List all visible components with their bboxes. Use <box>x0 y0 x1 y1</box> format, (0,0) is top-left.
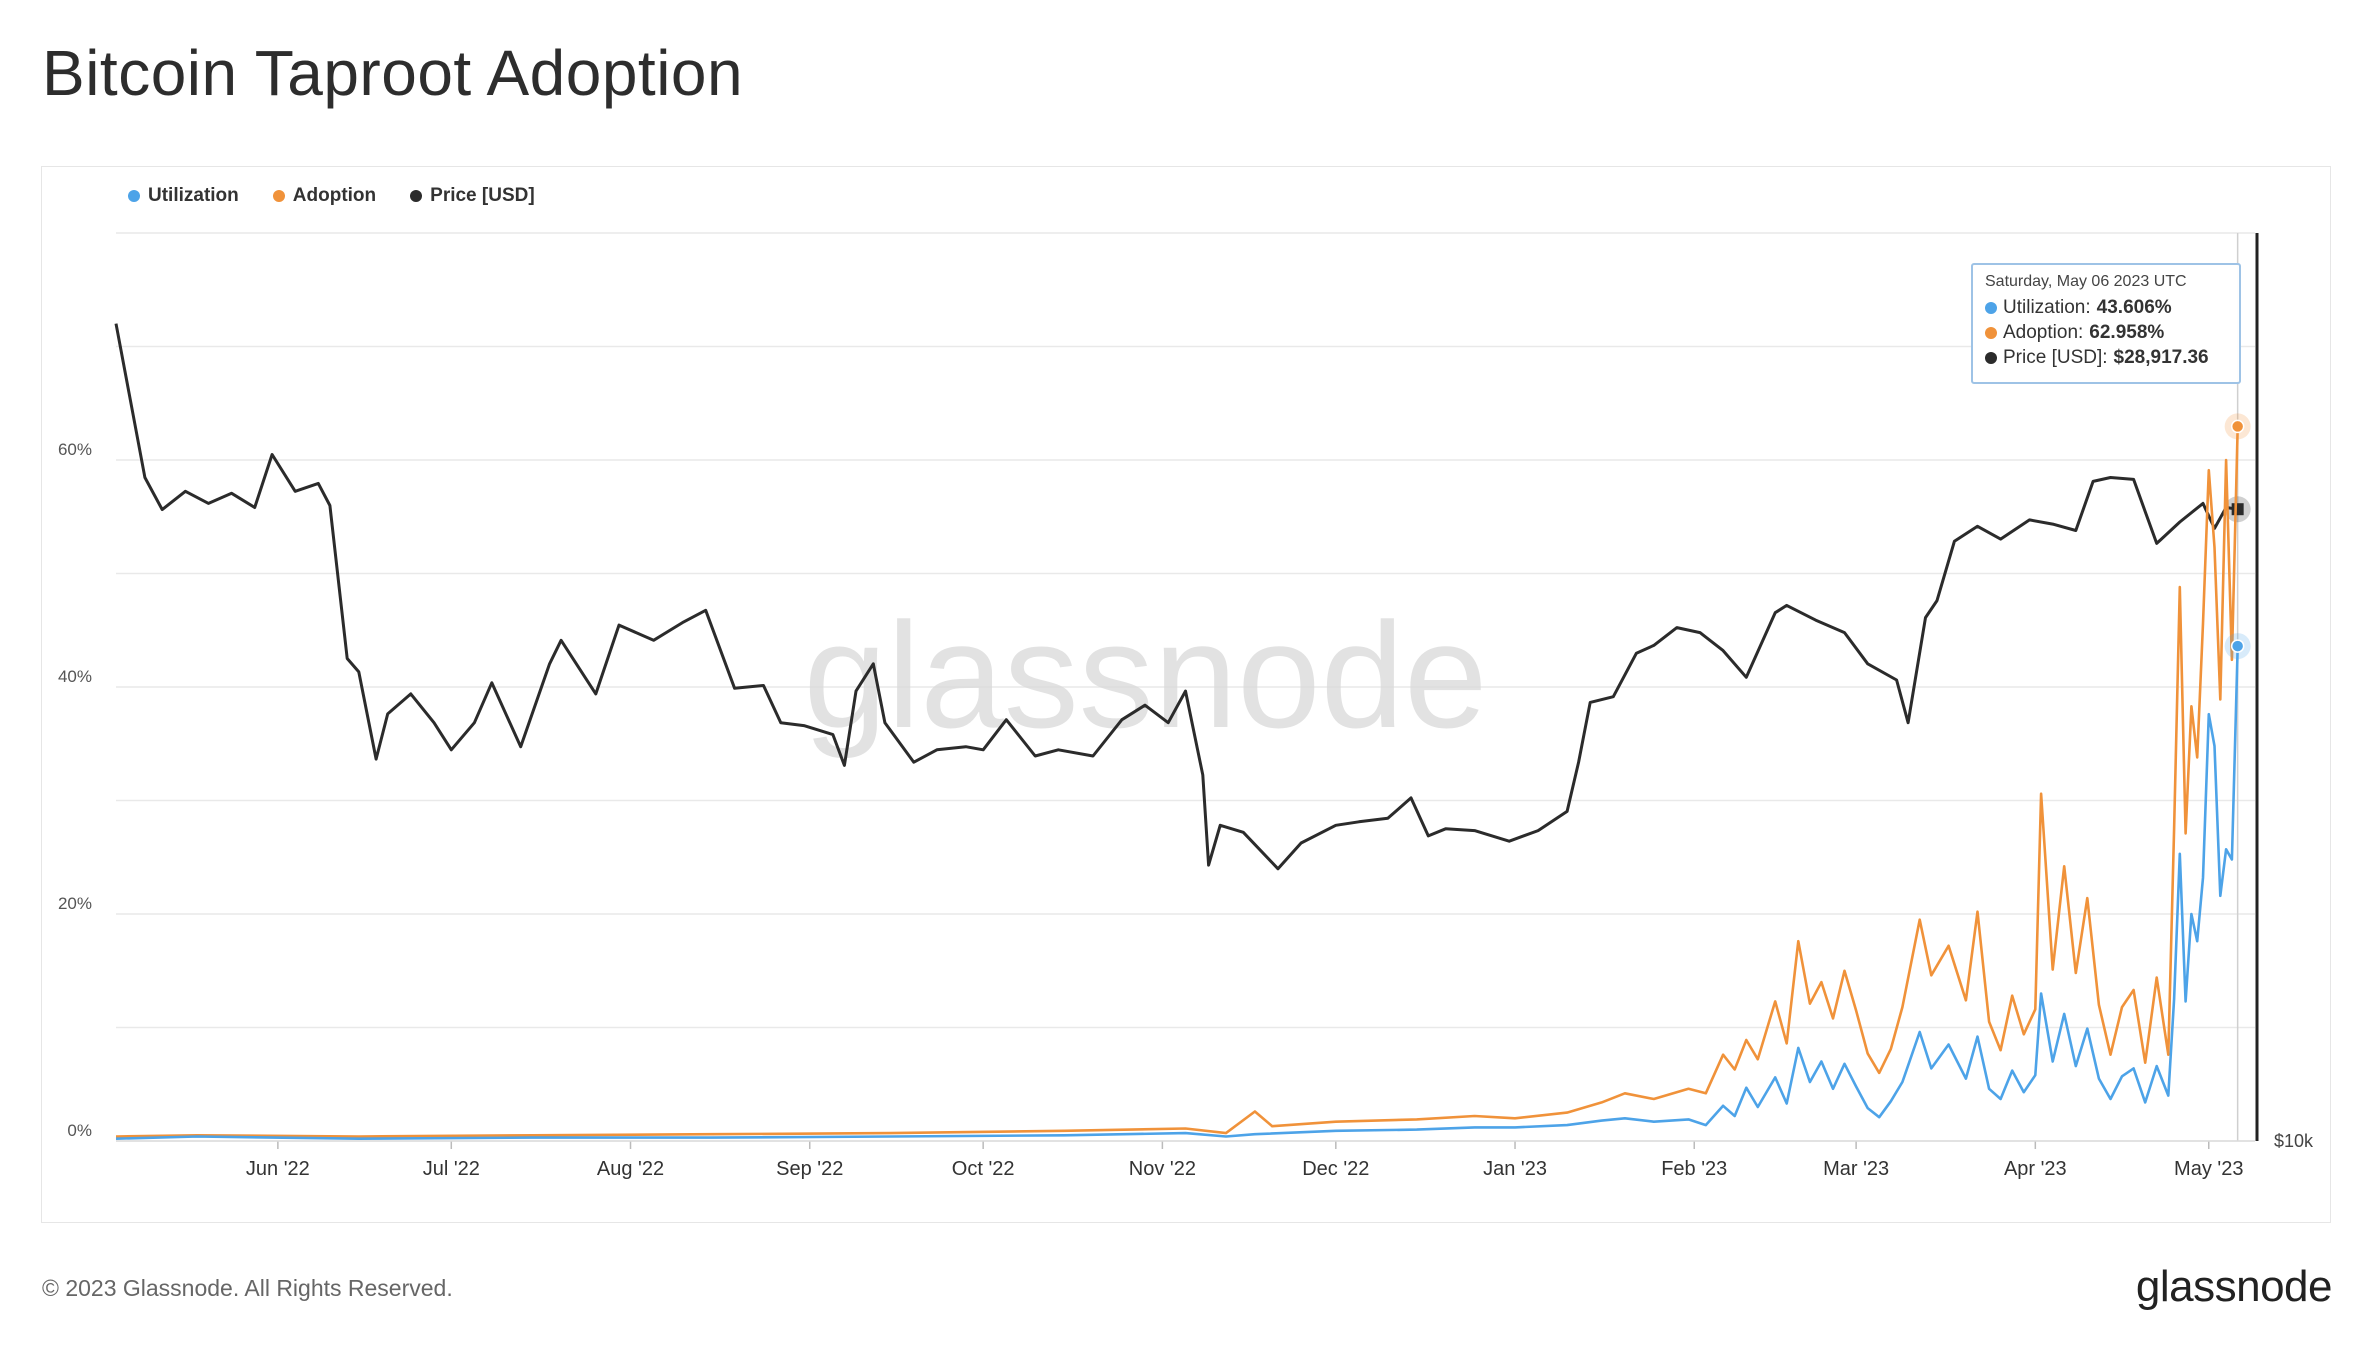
chart-legend: Utilization Adoption Price [USD] <box>128 185 535 207</box>
chart-panel: Utilization Adoption Price [USD] glassno… <box>41 166 2331 1223</box>
legend-label-price: Price [USD] <box>430 185 535 206</box>
tooltip-value-price: $28,917.36 <box>2113 347 2209 368</box>
legend-dot-price <box>410 190 423 202</box>
legend-label-adoption: Adoption <box>292 185 377 206</box>
tooltip-dot-adoption <box>1985 327 1997 339</box>
tooltip-value-utilization: 43.606% <box>2096 297 2172 318</box>
chart-plot[interactable]: glassnode 0% 20% 40% 60% $10k Jun '22 Jul '22 Au… <box>42 167 2330 1222</box>
legend-label-utilization: Utilization <box>148 185 239 206</box>
tooltip-dot-price <box>1985 352 1997 364</box>
y-tick-label-left: 20% <box>58 894 92 913</box>
hover-marker-utilization <box>2230 639 2245 653</box>
tooltip-value-adoption: 62.958% <box>2089 322 2165 343</box>
series-line-price <box>114 323 2238 871</box>
x-tick-label: Dec '22 <box>1302 1158 1369 1180</box>
y-tick-label-left: 60% <box>58 440 92 459</box>
tooltip-label-price: Price [USD]: <box>2003 347 2108 368</box>
legend-item-utilization[interactable]: Utilization <box>128 185 239 207</box>
x-tick-label: Jan '23 <box>1483 1158 1547 1180</box>
legend-dot-adoption <box>272 190 285 202</box>
x-tick-label: May '23 <box>2174 1158 2243 1180</box>
hover-marker-adoption <box>2230 419 2245 434</box>
x-tick-label: Mar '23 <box>1823 1158 1889 1180</box>
legend-item-adoption[interactable]: Adoption <box>272 185 377 207</box>
y-tick-label-left: 0% <box>67 1121 92 1140</box>
tooltip-row-utilization: Utilization: 43.606% <box>1985 297 2227 319</box>
tooltip-dot-utilization <box>1985 302 1997 314</box>
glassnode-logo[interactable]: glassnode <box>2135 1262 2333 1311</box>
copyright-text: © 2023 Glassnode. All Rights Reserved. <box>42 1275 453 1301</box>
tooltip-row-adoption: Adoption: 62.958% <box>1985 322 2227 344</box>
page-title: Bitcoin Taproot Adoption <box>42 37 744 109</box>
legend-dot-utilization <box>128 190 140 202</box>
x-tick-label: Feb '23 <box>1661 1158 1727 1180</box>
x-tick-label: Aug '22 <box>597 1158 664 1180</box>
x-tick-label: Jun '22 <box>246 1158 310 1180</box>
tooltip-label-utilization: Utilization: <box>2003 297 2091 318</box>
hover-marker-price <box>2231 503 2244 516</box>
tooltip-label-adoption: Adoption: <box>2003 322 2084 343</box>
x-tick-label: Apr '23 <box>2004 1158 2067 1180</box>
x-tick-label: Sep '22 <box>776 1158 843 1180</box>
x-tick-label: Nov '22 <box>1129 1158 1196 1180</box>
tooltip-row-price: Price [USD]: $28,917.36 <box>1985 347 2227 369</box>
x-tick-label: Oct '22 <box>952 1158 1015 1180</box>
chart-tooltip: Saturday, May 06 2023 UTC Utilization: 4… <box>1971 263 2241 384</box>
watermark-text: glassnode <box>804 591 1488 759</box>
y-tick-label-right: $10k <box>2274 1131 2314 1151</box>
tooltip-date: Saturday, May 06 2023 UTC <box>1985 273 2187 290</box>
series-line-utilization <box>115 646 2239 1140</box>
x-tick-label: Jul '22 <box>423 1158 480 1180</box>
series-line-adoption <box>115 426 2239 1138</box>
legend-item-price[interactable]: Price [USD] <box>410 185 535 207</box>
y-tick-label-left: 40% <box>58 667 92 686</box>
